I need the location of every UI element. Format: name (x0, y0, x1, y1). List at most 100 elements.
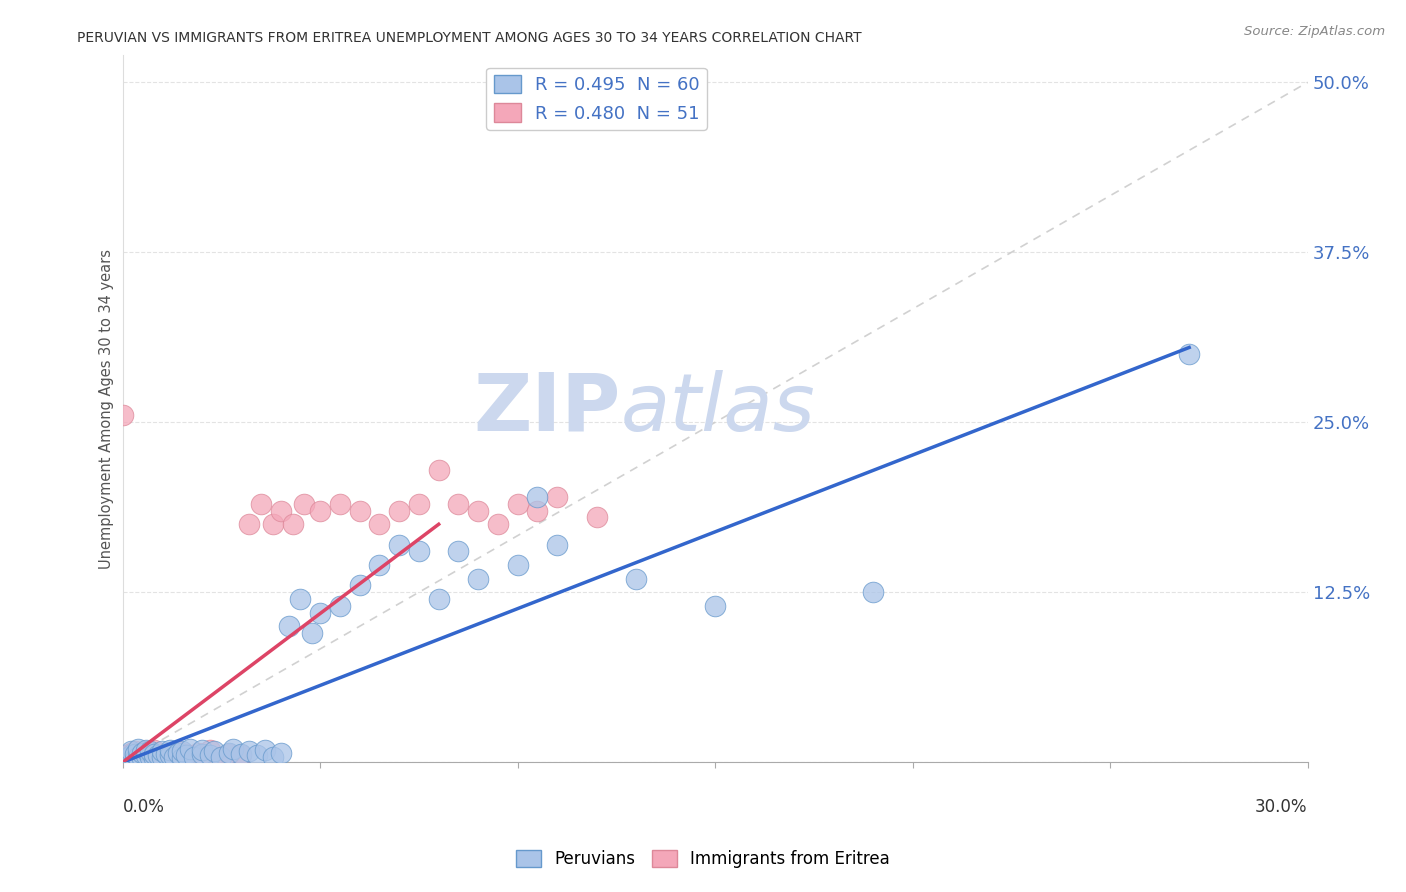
Point (143, 747, 166, 761)
Legend: Peruvians, Immigrants from Eritrea: Peruvians, Immigrants from Eritrea (509, 843, 897, 875)
Point (124, 752, 146, 766)
Point (301, 626, 323, 640)
Point (131, 746, 153, 760)
Point (506, 497, 529, 511)
Point (427, 463, 450, 477)
Point (135, 748, 157, 763)
Point (135, 749, 157, 764)
Point (209, 749, 232, 764)
Point (150, 749, 173, 764)
Point (408, 544, 430, 558)
Point (120, 751, 142, 765)
Point (163, 749, 186, 764)
Point (277, 619, 299, 633)
Point (120, 746, 142, 760)
Point (190, 743, 212, 757)
Point (159, 749, 181, 764)
Point (139, 751, 162, 765)
Point (292, 497, 315, 511)
Point (238, 744, 260, 758)
Point (447, 544, 470, 558)
Point (135, 744, 157, 758)
Point (150, 751, 173, 765)
Point (198, 748, 221, 763)
Point (179, 741, 201, 756)
Point (124, 747, 146, 761)
Point (167, 744, 190, 758)
Point (170, 744, 193, 758)
Text: atlas: atlas (620, 369, 815, 448)
Point (209, 749, 232, 764)
Point (408, 497, 430, 511)
Point (187, 746, 209, 760)
Point (1178, 347, 1201, 361)
Point (585, 510, 607, 524)
Point (128, 747, 150, 761)
Point (131, 748, 153, 763)
Point (526, 503, 548, 517)
Point (467, 503, 489, 517)
Point (183, 749, 205, 764)
Point (155, 747, 177, 761)
Text: Source: ZipAtlas.com: Source: ZipAtlas.com (1244, 25, 1385, 38)
Legend: R = 0.495  N = 60, R = 0.480  N = 51: R = 0.495 N = 60, R = 0.480 N = 51 (486, 68, 707, 130)
Point (170, 751, 193, 765)
Text: 0.0%: 0.0% (122, 797, 165, 815)
Point (170, 751, 193, 765)
Point (190, 747, 212, 761)
Point (704, 599, 727, 613)
Point (349, 503, 371, 517)
Text: 30.0%: 30.0% (1256, 797, 1308, 815)
Point (148, 749, 170, 764)
Point (388, 538, 411, 552)
Point (238, 517, 260, 532)
Point (115, 751, 138, 765)
Point (150, 744, 173, 758)
Point (198, 743, 221, 757)
Point (128, 751, 150, 765)
Point (281, 517, 304, 532)
Text: ZIP: ZIP (474, 369, 620, 448)
Point (128, 741, 150, 756)
Point (546, 490, 568, 504)
Point (526, 490, 548, 504)
Point (111, 409, 134, 423)
Point (139, 744, 162, 758)
Point (349, 578, 371, 592)
Point (120, 748, 142, 763)
Point (115, 752, 138, 766)
Point (250, 497, 273, 511)
Point (148, 748, 170, 763)
Point (329, 599, 352, 613)
Point (218, 747, 240, 761)
Point (368, 558, 391, 572)
Point (246, 748, 269, 763)
Point (427, 592, 450, 607)
Point (467, 572, 489, 586)
Point (143, 743, 166, 757)
Point (388, 503, 411, 517)
Point (135, 743, 157, 757)
Point (143, 751, 166, 765)
Point (167, 746, 190, 760)
Text: PERUVIAN VS IMMIGRANTS FROM ERITREA UNEMPLOYMENT AMONG AGES 30 TO 34 YEARS CORRE: PERUVIAN VS IMMIGRANTS FROM ERITREA UNEM… (77, 31, 862, 45)
Point (155, 747, 177, 761)
Point (163, 748, 186, 763)
Point (270, 746, 292, 760)
Point (262, 517, 284, 532)
Point (115, 748, 138, 763)
Point (128, 749, 150, 764)
Point (506, 558, 529, 572)
Point (231, 747, 253, 761)
Point (624, 572, 647, 586)
Point (202, 744, 225, 758)
Point (131, 751, 153, 765)
Point (309, 503, 332, 517)
Point (309, 606, 332, 620)
Point (174, 748, 197, 763)
Point (131, 752, 153, 766)
Point (124, 744, 146, 758)
Point (447, 497, 470, 511)
Point (270, 503, 292, 517)
Point (120, 744, 142, 758)
